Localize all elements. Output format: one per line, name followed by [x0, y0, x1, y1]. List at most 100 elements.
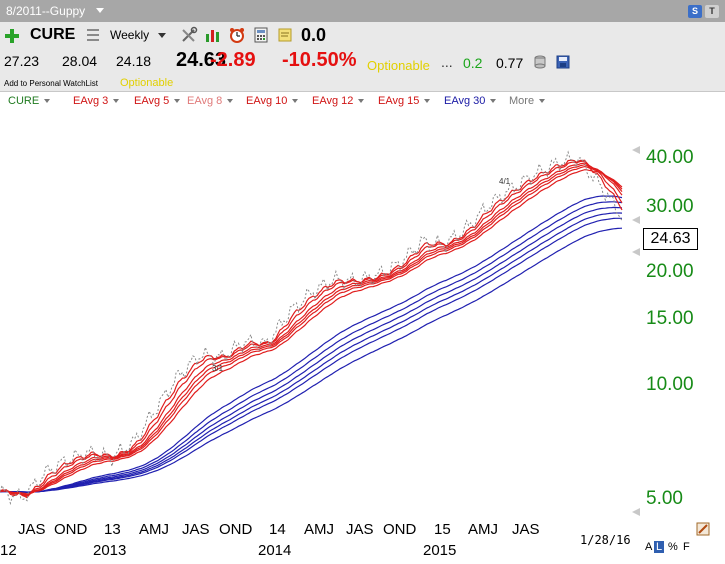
- indicator-label: More: [509, 95, 535, 107]
- auto-scale-button[interactable]: A: [645, 541, 653, 553]
- chevron-down-icon[interactable]: [292, 99, 299, 104]
- y-tick-label: 20.00: [646, 261, 694, 282]
- long-ema-line: [0, 206, 623, 493]
- quote-low: 24.18: [116, 53, 152, 69]
- quote-change: -2.89: [210, 49, 256, 71]
- chevron-down-icon[interactable]: [490, 99, 497, 104]
- indicator-label: EAvg 5: [134, 95, 170, 107]
- s-button[interactable]: S: [688, 5, 702, 18]
- indicator-bar: CURE EAvg 3 EAvg 5 EAvg 8 EAvg 10 EAvg 12 EAvg…: [0, 92, 725, 110]
- indicator-label: EAvg 10: [246, 95, 288, 107]
- indicator-label: EAvg 15: [378, 95, 420, 107]
- indicator-eavg-12[interactable]: EAvg 12: [312, 95, 365, 107]
- window-title[interactable]: 8/2011--Guppy: [6, 4, 86, 18]
- x-tick-label: OND: [383, 521, 417, 538]
- indicator-label: EAvg 8: [187, 95, 223, 107]
- chart-annotation: 4/1: [499, 177, 511, 186]
- indicator-label: EAvg 30: [444, 95, 486, 107]
- scroll-up-icon[interactable]: [632, 146, 640, 154]
- x-year-label: 2013: [93, 542, 127, 559]
- title-dropdown-icon[interactable]: [96, 8, 104, 13]
- x-year-label: 2015: [423, 542, 457, 559]
- chevron-down-icon[interactable]: [174, 99, 181, 104]
- scroll-icon[interactable]: [632, 248, 640, 256]
- add-icon[interactable]: [4, 28, 20, 44]
- note-icon[interactable]: [276, 26, 294, 44]
- short-ema-line: [0, 160, 623, 497]
- symbol-label[interactable]: CURE: [30, 26, 76, 43]
- scroll-icon[interactable]: [632, 216, 640, 224]
- header-panel: CURE Weekly 0.0 27.23 28.04 24.18 24.63 …: [0, 22, 725, 92]
- price-line: [0, 150, 623, 506]
- long-ema-line: [0, 201, 623, 493]
- x-tick-label: JAS: [18, 521, 46, 538]
- chevron-down-icon[interactable]: [358, 99, 365, 104]
- tools-icon[interactable]: [180, 26, 198, 44]
- x-tick-label: 13: [104, 521, 121, 538]
- y-tick-label: 30.00: [646, 196, 694, 217]
- period-select[interactable]: Weekly: [110, 28, 150, 42]
- x-tick-label: OND: [54, 521, 88, 538]
- last-price-label: 24.63: [643, 228, 698, 250]
- quote-open: 27.23: [4, 53, 40, 69]
- log-scale-button[interactable]: L: [654, 541, 665, 553]
- chevron-down-icon[interactable]: [539, 99, 546, 104]
- quote-last: 24.63: [176, 49, 227, 71]
- pencil-icon[interactable]: [696, 522, 710, 536]
- x-tick-label: 14: [269, 521, 286, 538]
- x-tick-label: JAS: [346, 521, 374, 538]
- t-button[interactable]: T: [705, 5, 719, 18]
- chevron-down-icon[interactable]: [113, 99, 120, 104]
- x-tick-label: OND: [219, 521, 253, 538]
- x-tick-label: AMJ: [304, 521, 334, 538]
- x-tick-label: JAS: [182, 521, 210, 538]
- short-ema-line: [0, 165, 623, 495]
- window-titlebar: 8/2011--Guppy S T: [0, 0, 725, 23]
- percent-scale-button[interactable]: %: [668, 541, 678, 553]
- quote-high: 28.04: [62, 53, 98, 69]
- chevron-down-icon[interactable]: [424, 99, 431, 104]
- indicator-eavg-30[interactable]: EAvg 30: [444, 95, 497, 107]
- long-ema-line: [0, 212, 623, 493]
- indicator-cure[interactable]: CURE: [8, 95, 51, 107]
- indicator-eavg-3[interactable]: EAvg 3: [73, 95, 120, 107]
- indicator-eavg-15[interactable]: EAvg 15: [378, 95, 431, 107]
- x-year-label: 12: [0, 542, 17, 559]
- indicator-eavg-10[interactable]: EAvg 10: [246, 95, 299, 107]
- more-dots[interactable]: ...: [441, 54, 453, 70]
- long-ema-line: [0, 195, 623, 493]
- short-ema-line: [0, 159, 623, 499]
- y-tick-label: 15.00: [646, 308, 694, 329]
- indicator-eavg-8[interactable]: EAvg 8: [187, 95, 234, 107]
- indicator-label: EAvg 12: [312, 95, 354, 107]
- calculator-icon[interactable]: [252, 26, 270, 44]
- quote-change-pct: -10.50%: [282, 49, 357, 71]
- y-tick-label: 10.00: [646, 374, 694, 395]
- save-icon[interactable]: [556, 55, 570, 69]
- add-watchlist-link[interactable]: Add to Personal WatchList: [4, 79, 98, 88]
- x-tick-label: 15: [434, 521, 451, 538]
- alarm-clock-icon[interactable]: [228, 26, 246, 44]
- x-year-label: 2014: [258, 542, 292, 559]
- indicator-eavg-5[interactable]: EAvg 5: [134, 95, 181, 107]
- stack-icon[interactable]: [533, 55, 547, 69]
- bar-chart-icon[interactable]: [204, 26, 222, 44]
- chevron-down-icon[interactable]: [44, 99, 51, 104]
- f-button[interactable]: F: [683, 541, 690, 553]
- indicator-label: EAvg 3: [73, 95, 109, 107]
- chart-annotation: 3/1: [212, 364, 224, 373]
- chevron-down-icon[interactable]: [227, 99, 234, 104]
- x-tick-label: JAS: [512, 521, 540, 538]
- menu-icon[interactable]: [87, 29, 99, 41]
- x-tick-label: AMJ: [139, 521, 169, 538]
- indicator-more[interactable]: More: [509, 95, 546, 107]
- optionable-link[interactable]: Optionable: [120, 77, 174, 89]
- scroll-down-icon[interactable]: [632, 508, 640, 516]
- indicator-label: CURE: [8, 95, 40, 107]
- quote-value-green: 0.2: [463, 55, 483, 71]
- y-tick-label: 5.00: [646, 488, 683, 509]
- short-ema-line: [0, 164, 623, 496]
- optionable-label: Optionable: [367, 58, 430, 73]
- period-dropdown-icon[interactable]: [158, 33, 166, 38]
- price-chart[interactable]: 4/1 3/1: [0, 110, 725, 564]
